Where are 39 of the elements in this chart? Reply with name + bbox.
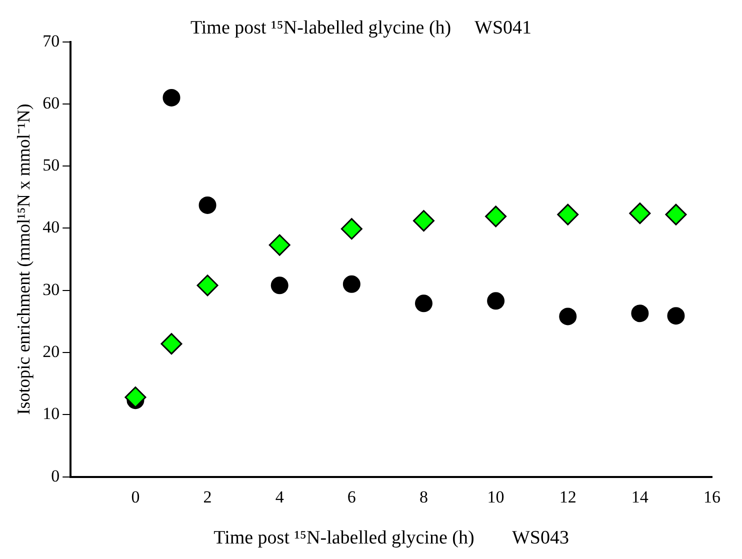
point — [414, 294, 432, 312]
x-tick-label: 4 — [275, 487, 284, 506]
y-tick-label: 0 — [51, 466, 60, 486]
y-tick-label: 50 — [42, 156, 60, 175]
y-tick-label: 30 — [42, 280, 60, 299]
x-tick-label: 6 — [347, 487, 356, 506]
x-axis-title: Time post ¹⁵N-labelled glycine (h) WS043 — [214, 528, 569, 549]
y-tick-label: 20 — [42, 342, 60, 361]
y-tick-label: 70 — [42, 31, 60, 50]
y-tick-label: 10 — [42, 404, 60, 424]
x-tick-label: 12 — [559, 487, 576, 506]
point — [268, 234, 290, 256]
point — [342, 275, 360, 293]
point — [487, 292, 505, 310]
point — [631, 304, 649, 322]
point — [340, 218, 362, 240]
x-tick-label: 16 — [704, 487, 720, 506]
point — [160, 333, 182, 355]
point — [196, 274, 218, 296]
y-axis-title: Isotopic enrichment (mmol¹⁵N x mmol⁻¹N) — [14, 104, 34, 415]
x-tick-label: 2 — [203, 487, 212, 506]
x-tick-label: 8 — [419, 487, 428, 506]
x-tick-label: 14 — [631, 487, 649, 506]
chart-title: Time post ¹⁵N-labelled glycine (h) WS041 — [190, 17, 532, 38]
point — [559, 308, 577, 326]
point — [667, 307, 685, 325]
point — [162, 88, 180, 106]
y-tick-label: 60 — [42, 93, 60, 112]
point — [485, 206, 507, 228]
point — [629, 202, 651, 224]
x-tick-label: 0 — [131, 487, 140, 506]
y-tick-label: 40 — [42, 218, 60, 237]
point — [270, 276, 288, 294]
point — [124, 386, 146, 408]
x-tick-label: 10 — [487, 487, 504, 506]
point — [198, 196, 216, 214]
point — [412, 210, 434, 232]
point — [557, 204, 579, 226]
point — [665, 204, 687, 226]
